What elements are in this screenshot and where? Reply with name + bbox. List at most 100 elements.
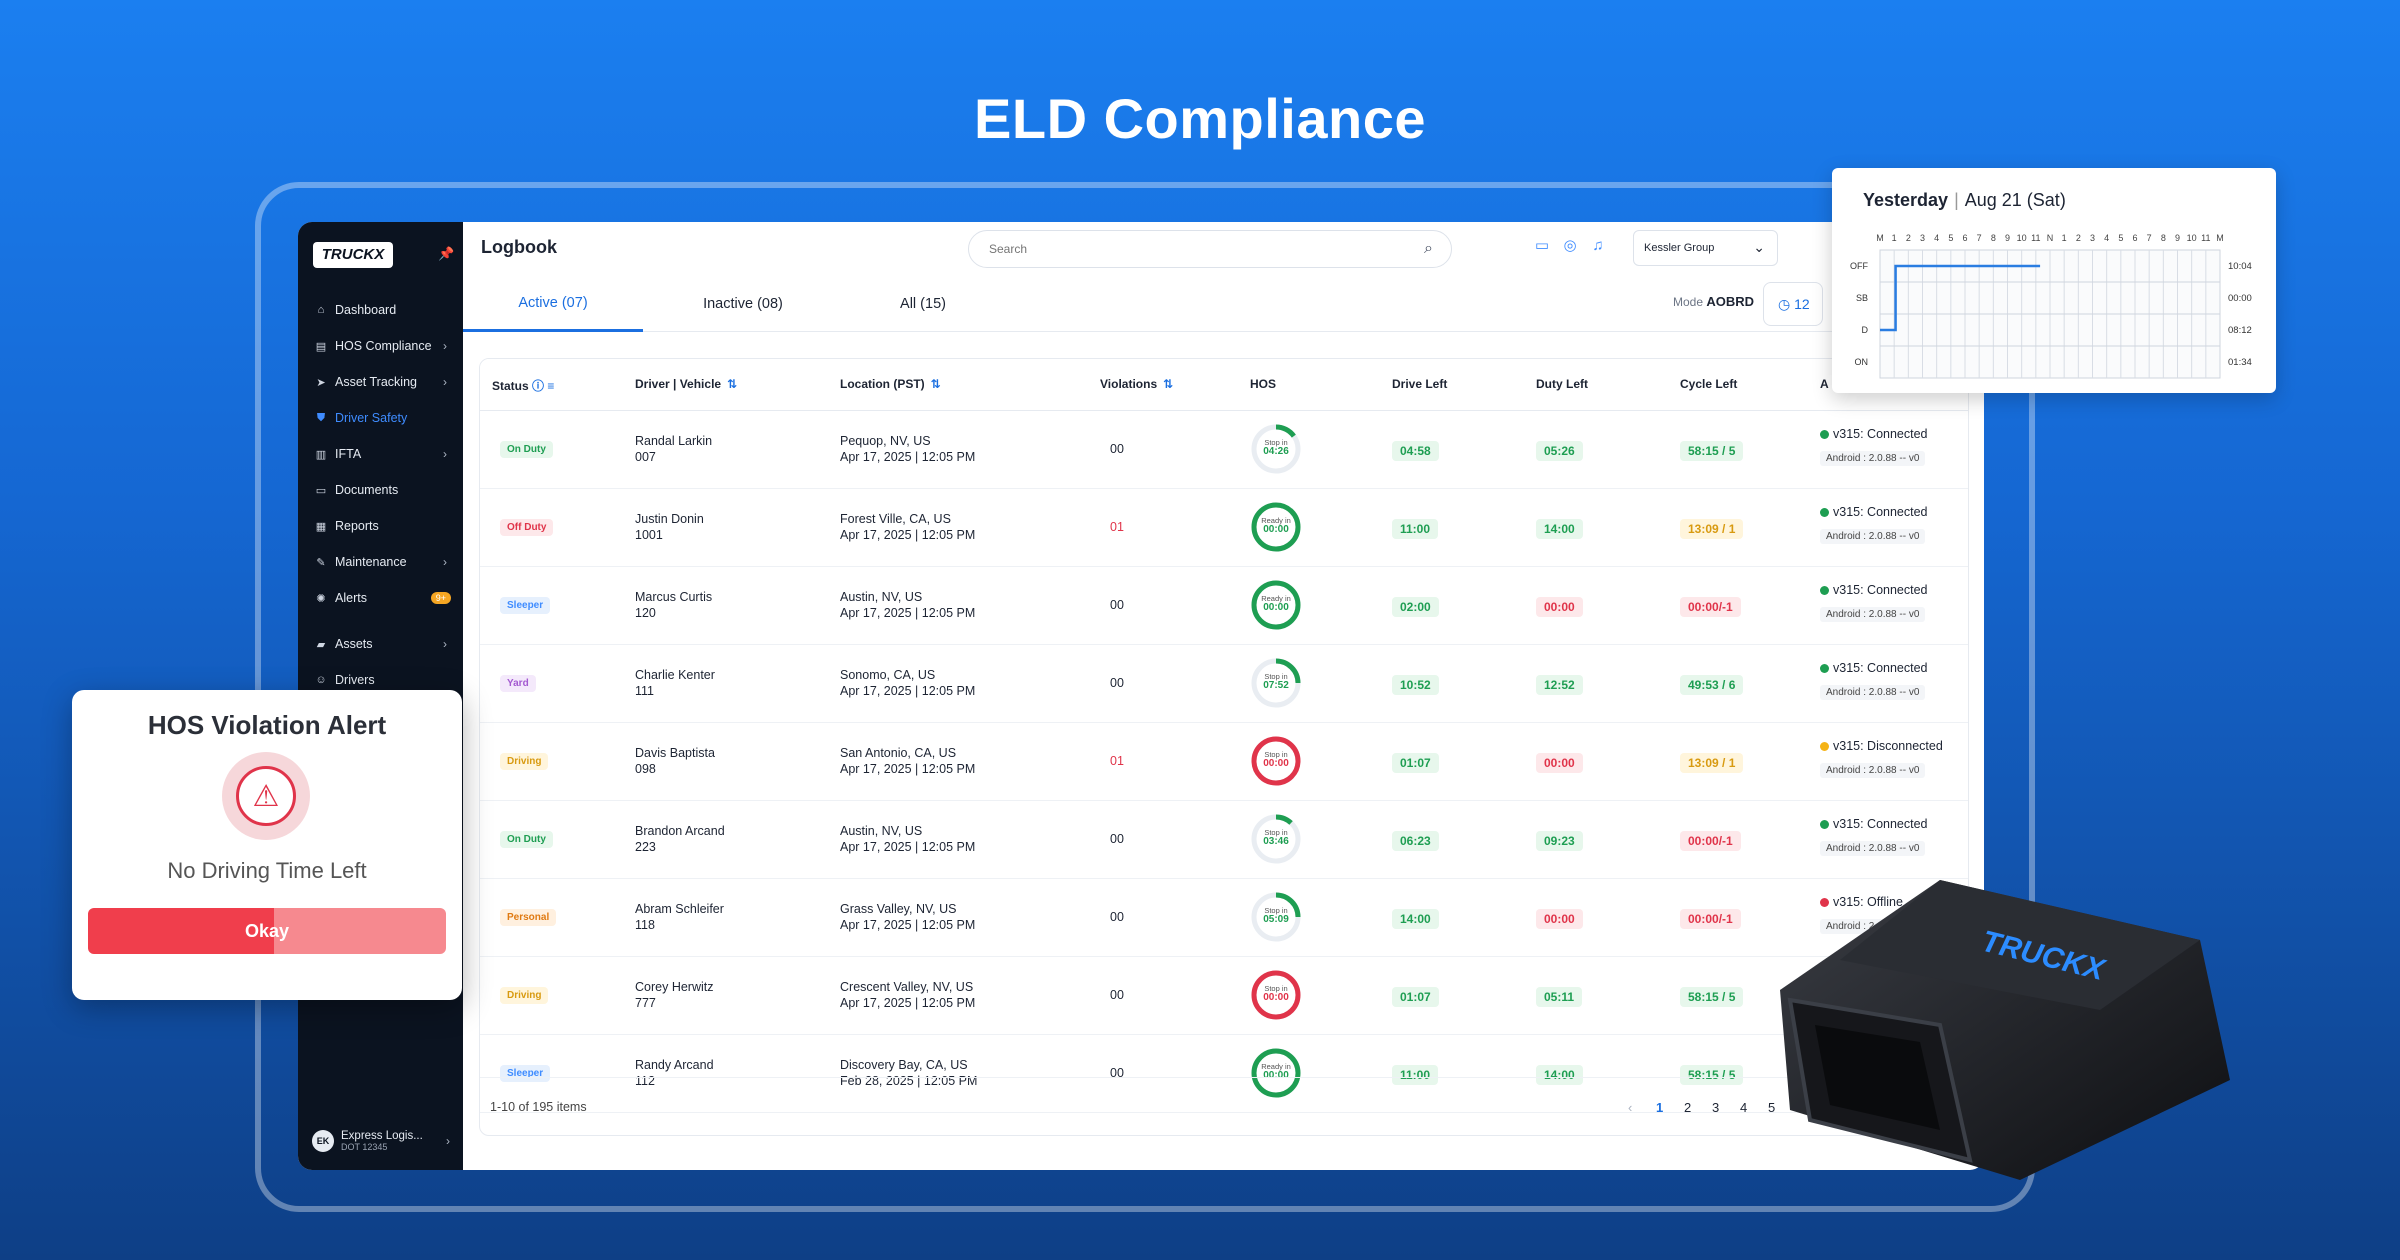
page-2[interactable]: 2 — [1684, 1100, 1692, 1115]
status-row-label: SB — [1856, 293, 1868, 303]
sidebar-item-ifta[interactable]: ▥ IFTA › — [298, 436, 463, 472]
table-row[interactable]: Yard Charlie Kenter 111 Sonomo, CA, US Apr 1… — [480, 645, 1968, 723]
page-3[interactable]: 3 — [1712, 1100, 1720, 1115]
driver-cell[interactable]: Marcus Curtis 120 — [635, 589, 712, 621]
app-version: Android : 2.0.88 -- v0 — [1820, 607, 1926, 622]
cycle-left-value: 00:00/-1 — [1680, 597, 1741, 617]
driver-cell[interactable]: Abram Schleifer 118 — [635, 901, 724, 933]
vehicle-number: 111 — [635, 684, 655, 698]
sort-icon[interactable]: ⇅ — [930, 377, 941, 391]
app-connection-text: v315: Connected — [1833, 817, 1928, 831]
table-row[interactable]: Off Duty Justin Donin 1001 Forest Ville, CA… — [480, 489, 1968, 567]
prev-page-button[interactable]: ‹ — [1628, 1100, 1633, 1115]
sidebar-item-documents[interactable]: ▭ Documents — [298, 472, 463, 508]
hour-tick-label: 4 — [1934, 233, 1939, 243]
chevron-right-icon: › — [446, 1134, 450, 1148]
page-1[interactable]: 1 — [1656, 1100, 1664, 1115]
driver-cell[interactable]: Brandon Arcand 223 — [635, 823, 725, 855]
sidebar-item-hos-compliance[interactable]: ▤ HOS Compliance › — [298, 328, 463, 364]
search-icon[interactable]: ⌕ — [1424, 240, 1433, 257]
table-row[interactable]: On Duty Randal Larkin 007 Pequop, NV, US Apr… — [480, 411, 1968, 489]
sort-icon[interactable]: ⇅ — [1163, 377, 1174, 391]
okay-button[interactable]: Okay — [88, 908, 446, 954]
violations-count[interactable]: 00 — [1110, 1066, 1124, 1080]
search-bar[interactable]: ⌕ — [968, 230, 1452, 268]
sidebar-item-label: Dashboard — [335, 303, 397, 317]
app-connection-text: v315: Connected — [1833, 427, 1928, 441]
search-input[interactable] — [989, 242, 1389, 256]
hour-tick-label: 8 — [1991, 233, 1996, 243]
hos-ring-text: Stop in 00:00 — [1250, 984, 1302, 1003]
driver-cell[interactable]: Corey Herwitz 777 — [635, 979, 714, 1011]
tab-all[interactable]: All (15) — [900, 296, 946, 312]
violations-count[interactable]: 00 — [1110, 442, 1124, 456]
sidebar-item-alerts[interactable]: ✺ Alerts 9+ — [298, 580, 463, 616]
hos-ring: Stop in 00:00 — [1250, 969, 1302, 1021]
col-violations[interactable]: Violations ⇅ — [1100, 377, 1174, 391]
location-cell: Austin, NV, US Apr 17, 2025 | 12:05 PM — [840, 823, 975, 855]
status-badge: On Duty — [500, 441, 553, 458]
sidebar-item-assets[interactable]: ▰ Assets › — [298, 626, 463, 662]
sort-icon[interactable]: ⇅ — [727, 377, 738, 391]
drive-left-value: 01:07 — [1392, 987, 1439, 1007]
hour-tick-label: 8 — [2161, 233, 2166, 243]
table-row[interactable]: Driving Corey Herwitz 777 Crescent Valley, … — [480, 957, 1968, 1035]
violations-count[interactable]: 00 — [1110, 910, 1124, 924]
pin-icon[interactable]: 📌 — [438, 246, 455, 261]
vehicle-number: 777 — [635, 996, 656, 1010]
location-name: Pequop, NV, US — [840, 434, 931, 448]
sidebar-item-driver-safety[interactable]: ⛊ Driver Safety — [298, 400, 463, 436]
violations-count[interactable]: 00 — [1110, 598, 1124, 612]
sidebar-item-dashboard[interactable]: ⌂ Dashboard — [298, 292, 463, 328]
hos-ring-graphic — [1251, 736, 1301, 786]
company-select[interactable]: Kessler Group ⌄ — [1633, 230, 1778, 266]
check-circle-icon[interactable]: ◎ — [1563, 237, 1577, 254]
col-driver[interactable]: Driver | Vehicle ⇅ — [635, 377, 738, 391]
col-status[interactable]: Status ⓘ ≡ — [492, 379, 555, 393]
col-cycle-left: Cycle Left — [1680, 377, 1738, 391]
violations-count[interactable]: 00 — [1110, 832, 1124, 846]
table-row[interactable]: Driving Davis Baptista 098 San Antonio, CA,… — [480, 723, 1968, 801]
violations-count[interactable]: 01 — [1110, 520, 1124, 534]
col-location[interactable]: Location (PST) ⇅ — [840, 377, 941, 391]
table-row[interactable]: On Duty Brandon Arcand 223 Austin, NV, US Ap… — [480, 801, 1968, 879]
hos-time: 00:00 — [1263, 602, 1289, 613]
sidebar-item-drivers[interactable]: ☺ Drivers — [298, 662, 463, 698]
bell-icon[interactable]: ♫ — [1592, 236, 1604, 254]
sidebar-item-label: Reports — [335, 519, 379, 533]
time-filter-button[interactable]: ◷ 12 — [1763, 282, 1823, 326]
hos-label: Stop in — [1264, 438, 1288, 447]
driver-cell[interactable]: Charlie Kenter 111 — [635, 667, 715, 699]
violations-count[interactable]: 00 — [1110, 988, 1124, 1002]
hour-tick-label: 6 — [2132, 233, 2137, 243]
table-row[interactable]: Sleeper Marcus Curtis 120 Austin, NV, US Apr… — [480, 567, 1968, 645]
location-name: Austin, NV, US — [840, 590, 923, 604]
driver-cell[interactable]: Davis Baptista 098 — [635, 745, 715, 777]
violations-count[interactable]: 01 — [1110, 754, 1124, 768]
status-badge: Sleeper — [500, 597, 551, 614]
sidebar-item-maintenance[interactable]: ✎ Maintenance › — [298, 544, 463, 580]
table-row[interactable]: Personal Abram Schleifer 118 Grass Valley, … — [480, 879, 1968, 957]
filter-icon[interactable]: ≡ — [547, 379, 555, 393]
sidebar-nav: ⌂ Dashboard ▤ HOS Compliance › ➤ Asset Trackin… — [298, 292, 463, 698]
status-badge: Personal — [500, 909, 557, 926]
cycle-left-value: 58:15 / 5 — [1680, 1065, 1744, 1085]
truckx-logo[interactable]: TRUCKX — [313, 242, 393, 268]
page-4[interactable]: 4 — [1740, 1100, 1748, 1115]
shield-icon: ⛊ — [316, 411, 326, 424]
sidebar-item-asset-tracking[interactable]: ➤ Asset Tracking › — [298, 364, 463, 400]
page-5[interactable]: 5 — [1768, 1100, 1776, 1115]
location-name: San Antonio, CA, US — [840, 746, 957, 760]
tab-inactive[interactable]: Inactive (08) — [703, 296, 783, 312]
violations-count[interactable]: 00 — [1110, 676, 1124, 690]
sidebar-item-reports[interactable]: ▦ Reports — [298, 508, 463, 544]
message-icon[interactable]: ▭ — [1534, 237, 1550, 254]
tab-active[interactable]: Active (07) — [463, 276, 643, 332]
hos-time: 00:00 — [1263, 524, 1289, 535]
driver-cell[interactable]: Randal Larkin 007 — [635, 433, 712, 465]
account-switcher[interactable]: EK Express Logis... DOT 12345 › — [312, 1126, 452, 1156]
driver-cell[interactable]: Justin Donin 1001 — [635, 511, 704, 543]
folder-icon: ▭ — [315, 484, 327, 497]
info-icon[interactable]: ⓘ — [532, 379, 545, 393]
status-badge: Yard — [500, 675, 536, 692]
